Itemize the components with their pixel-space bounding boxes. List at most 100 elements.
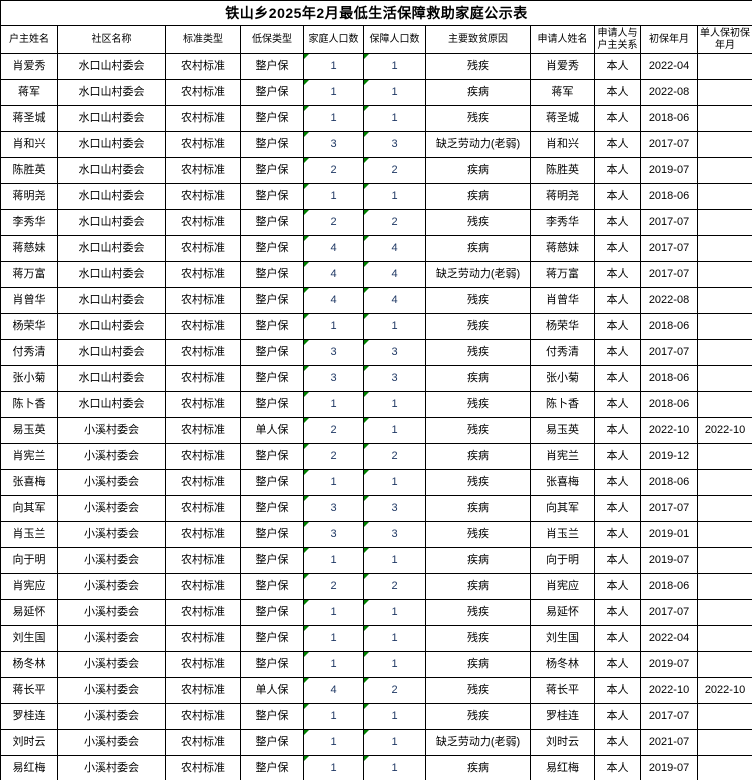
cell-insured-count[interactable]: 4 — [363, 287, 426, 314]
cell-community[interactable]: 水口山村委会 — [57, 287, 166, 314]
cell-dibao-type[interactable]: 整户保 — [240, 521, 304, 548]
cell-poverty-cause[interactable]: 残疾 — [425, 469, 531, 496]
cell-standard-type[interactable]: 农村标准 — [165, 105, 241, 132]
cell-first-date[interactable]: 2019-07 — [640, 547, 698, 574]
cell-standard-type[interactable]: 农村标准 — [165, 313, 241, 340]
cell-community[interactable]: 水口山村委会 — [57, 365, 166, 392]
cell-insured-count[interactable]: 1 — [363, 599, 426, 626]
cell-insured-count[interactable]: 1 — [363, 755, 426, 780]
cell-standard-type[interactable]: 农村标准 — [165, 261, 241, 288]
cell-dibao-type[interactable]: 整户保 — [240, 53, 304, 80]
cell-community[interactable]: 小溪村委会 — [57, 547, 166, 574]
cell-family-count[interactable]: 4 — [303, 287, 364, 314]
cell-insured-count[interactable]: 3 — [363, 521, 426, 548]
cell-single-first-date[interactable] — [696, 105, 752, 132]
cell-insured-count[interactable]: 1 — [363, 183, 426, 210]
cell-community[interactable]: 小溪村委会 — [57, 599, 166, 626]
cell-family-count[interactable]: 1 — [303, 53, 364, 80]
cell-family-count[interactable]: 2 — [303, 573, 364, 600]
cell-family-count[interactable]: 1 — [303, 183, 364, 210]
cell-standard-type[interactable]: 农村标准 — [165, 703, 241, 730]
cell-poverty-cause[interactable]: 残疾 — [425, 703, 531, 730]
cell-first-date[interactable]: 2022-04 — [640, 625, 698, 652]
cell-insured-count[interactable]: 3 — [363, 495, 426, 522]
cell-single-first-date[interactable] — [696, 547, 752, 574]
cell-householder[interactable]: 向于明 — [0, 547, 58, 574]
cell-poverty-cause[interactable]: 疾病 — [425, 495, 531, 522]
cell-dibao-type[interactable]: 整户保 — [240, 443, 304, 470]
cell-community[interactable]: 水口山村委会 — [57, 209, 166, 236]
cell-relation[interactable]: 本人 — [594, 443, 641, 470]
cell-applicant[interactable]: 罗桂连 — [530, 703, 595, 730]
cell-relation[interactable]: 本人 — [594, 651, 641, 678]
cell-first-date[interactable]: 2018-06 — [640, 313, 698, 340]
cell-family-count[interactable]: 3 — [303, 521, 364, 548]
cell-householder[interactable]: 蒋长平 — [0, 677, 58, 704]
cell-standard-type[interactable]: 农村标准 — [165, 157, 241, 184]
cell-single-first-date[interactable] — [696, 131, 752, 158]
cell-householder[interactable]: 李秀华 — [0, 209, 58, 236]
cell-single-first-date[interactable] — [696, 391, 752, 418]
cell-relation[interactable]: 本人 — [594, 339, 641, 366]
cell-relation[interactable]: 本人 — [594, 417, 641, 444]
cell-community[interactable]: 水口山村委会 — [57, 53, 166, 80]
cell-family-count[interactable]: 2 — [303, 417, 364, 444]
cell-insured-count[interactable]: 2 — [363, 157, 426, 184]
cell-relation[interactable]: 本人 — [594, 235, 641, 262]
cell-relation[interactable]: 本人 — [594, 521, 641, 548]
cell-first-date[interactable]: 2017-07 — [640, 131, 698, 158]
cell-single-first-date[interactable]: 2022-10 — [696, 677, 752, 704]
cell-poverty-cause[interactable]: 残疾 — [425, 287, 531, 314]
column-header-poverty-cause[interactable]: 主要致贫原因 — [425, 25, 531, 54]
column-header-single-first-date[interactable]: 单人保初保年月 — [696, 25, 752, 54]
cell-householder[interactable]: 杨荣华 — [0, 313, 58, 340]
cell-dibao-type[interactable]: 整户保 — [240, 391, 304, 418]
cell-dibao-type[interactable]: 单人保 — [240, 417, 304, 444]
cell-first-date[interactable]: 2018-06 — [640, 183, 698, 210]
cell-poverty-cause[interactable]: 缺乏劳动力(老弱) — [425, 131, 531, 158]
cell-first-date[interactable]: 2018-06 — [640, 365, 698, 392]
cell-standard-type[interactable]: 农村标准 — [165, 53, 241, 80]
cell-relation[interactable]: 本人 — [594, 287, 641, 314]
cell-relation[interactable]: 本人 — [594, 313, 641, 340]
cell-householder[interactable]: 肖宪兰 — [0, 443, 58, 470]
cell-insured-count[interactable]: 2 — [363, 209, 426, 236]
cell-family-count[interactable]: 4 — [303, 677, 364, 704]
cell-poverty-cause[interactable]: 残疾 — [425, 209, 531, 236]
cell-insured-count[interactable]: 1 — [363, 703, 426, 730]
cell-householder[interactable]: 刘时云 — [0, 729, 58, 756]
cell-standard-type[interactable]: 农村标准 — [165, 469, 241, 496]
cell-householder[interactable]: 罗桂连 — [0, 703, 58, 730]
cell-dibao-type[interactable]: 整户保 — [240, 651, 304, 678]
cell-standard-type[interactable]: 农村标准 — [165, 677, 241, 704]
cell-relation[interactable]: 本人 — [594, 573, 641, 600]
cell-community[interactable]: 水口山村委会 — [57, 261, 166, 288]
cell-householder[interactable]: 肖宪应 — [0, 573, 58, 600]
cell-dibao-type[interactable]: 单人保 — [240, 677, 304, 704]
cell-dibao-type[interactable]: 整户保 — [240, 495, 304, 522]
cell-insured-count[interactable]: 2 — [363, 677, 426, 704]
cell-community[interactable]: 小溪村委会 — [57, 703, 166, 730]
cell-dibao-type[interactable]: 整户保 — [240, 547, 304, 574]
cell-applicant[interactable]: 付秀清 — [530, 339, 595, 366]
cell-applicant[interactable]: 蒋明尧 — [530, 183, 595, 210]
cell-applicant[interactable]: 陈卜香 — [530, 391, 595, 418]
cell-poverty-cause[interactable]: 疾病 — [425, 183, 531, 210]
cell-relation[interactable]: 本人 — [594, 261, 641, 288]
cell-poverty-cause[interactable]: 疾病 — [425, 651, 531, 678]
cell-family-count[interactable]: 3 — [303, 365, 364, 392]
cell-single-first-date[interactable] — [696, 157, 752, 184]
cell-poverty-cause[interactable]: 缺乏劳动力(老弱) — [425, 729, 531, 756]
cell-insured-count[interactable]: 4 — [363, 235, 426, 262]
cell-community[interactable]: 水口山村委会 — [57, 339, 166, 366]
cell-single-first-date[interactable]: 2022-10 — [696, 417, 752, 444]
cell-householder[interactable]: 蒋万富 — [0, 261, 58, 288]
cell-family-count[interactable]: 2 — [303, 443, 364, 470]
cell-standard-type[interactable]: 农村标准 — [165, 417, 241, 444]
cell-first-date[interactable]: 2017-07 — [640, 235, 698, 262]
cell-poverty-cause[interactable]: 残疾 — [425, 339, 531, 366]
cell-applicant[interactable]: 易延怀 — [530, 599, 595, 626]
cell-first-date[interactable]: 2017-07 — [640, 495, 698, 522]
cell-insured-count[interactable]: 3 — [363, 365, 426, 392]
cell-householder[interactable]: 付秀清 — [0, 339, 58, 366]
